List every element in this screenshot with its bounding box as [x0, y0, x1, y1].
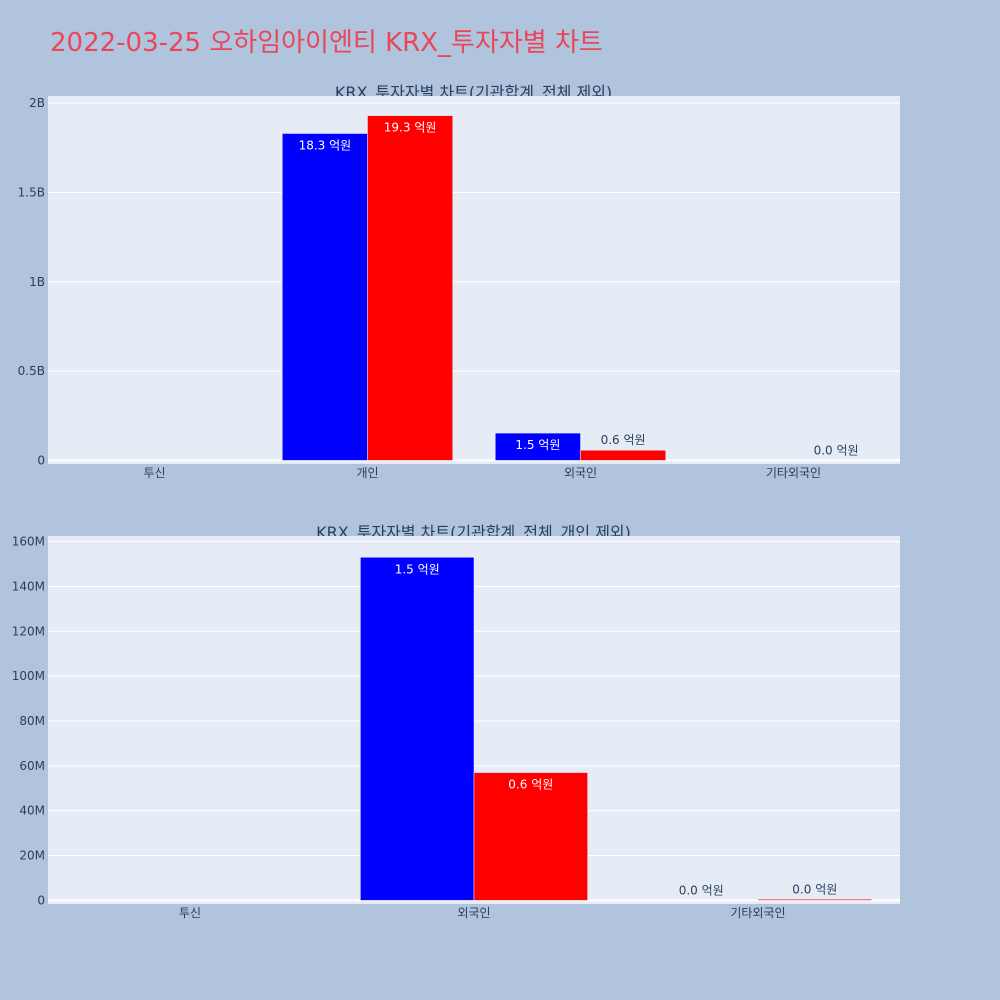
x-tick-label: 기타외국인	[766, 466, 821, 480]
bar-data-label: 0.0 억원	[792, 882, 837, 896]
bar	[757, 899, 872, 901]
y-tick-label: 2B	[29, 96, 45, 110]
y-tick-label: 120M	[12, 624, 45, 638]
y-tick-label: 160M	[12, 535, 45, 549]
y-tick-label: 140M	[12, 579, 45, 593]
plot-area	[48, 96, 900, 464]
bar	[473, 772, 588, 901]
x-tick-label: 기타외국인	[730, 906, 785, 920]
y-tick-label: 0	[37, 453, 45, 467]
bar-data-label: 18.3 억원	[299, 139, 352, 153]
bar	[495, 432, 581, 461]
y-tick-label: 100M	[12, 669, 45, 683]
y-tick-label: 60M	[19, 759, 45, 773]
bar-data-label: 1.5 억원	[515, 438, 560, 452]
y-tick-label: 0	[37, 893, 45, 907]
bar	[282, 133, 368, 461]
bar-data-label: 0.0 억원	[679, 883, 724, 897]
bar	[360, 557, 475, 901]
x-tick-label: 투신	[179, 906, 201, 920]
x-tick-label: 외국인	[457, 906, 490, 920]
page-title: 2022-03-25 오하임아이엔티 KRX_투자자별 차트	[50, 28, 603, 58]
x-tick-label: 개인	[356, 466, 378, 480]
bar-data-label: 0.6 억원	[601, 433, 646, 447]
chart-2: 0 20M 40M 60M 80M 100M 120M 140M 160M 투신 외국인 1.5 억원…	[12, 535, 900, 920]
y-tick-label: 20M	[19, 849, 45, 863]
y-tick-label: 40M	[19, 804, 45, 818]
x-tick-label: 투신	[143, 466, 165, 480]
bar	[367, 115, 453, 461]
y-tick-label: 1.5B	[18, 185, 45, 199]
bar-data-label: 19.3 억원	[384, 121, 437, 135]
bar-data-label: 0.6 억원	[508, 778, 553, 792]
bar	[580, 449, 666, 461]
bar-data-label: 1.5 억원	[395, 562, 440, 576]
y-tick-label: 80M	[19, 714, 45, 728]
y-tick-label: 0.5B	[18, 364, 45, 378]
y-tick-label: 1B	[29, 275, 45, 289]
bar-data-label: 0.0 억원	[814, 443, 859, 457]
x-tick-label: 외국인	[564, 466, 597, 480]
